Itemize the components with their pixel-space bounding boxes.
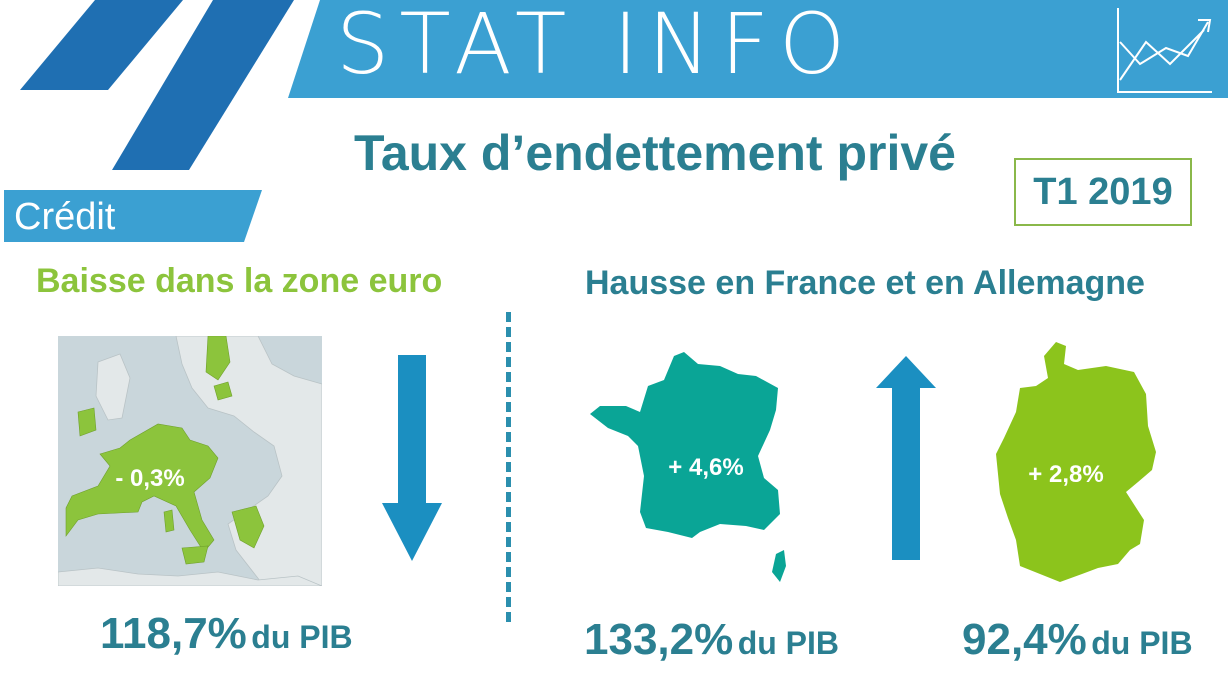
left-heading: Baisse dans la zone euro [36,262,443,300]
germany-value: 92,4% [962,615,1087,664]
line-chart-up-icon [1117,8,1212,93]
germany-change: + 2,8% [1028,461,1103,488]
france-debt-ratio: 133,2% du PIB [584,618,839,662]
right-heading: Hausse en France et en Allemagne [585,264,1145,302]
euro-area-map: - 0,3% [58,336,322,586]
non-euro-land [58,336,322,586]
stripe-right [112,0,294,170]
euro-area-value: 118,7% [100,609,247,658]
arrow-up-icon [876,356,936,560]
brand-bar [288,0,1228,98]
france-map: + 4,6% [590,352,786,582]
euro-area-debt-ratio: 118,7% du PIB [100,612,353,656]
header-banner [4,0,1228,242]
arrow-down-icon [382,355,442,561]
panel-divider [506,312,511,622]
germany-map: + 2,8% [996,342,1156,582]
euro-area-land [65,336,265,565]
period-badge: T1 2019 [1014,158,1192,226]
brand-logo: STAT INFO [336,0,856,93]
euro-area-unit: du PIB [251,619,353,655]
germany-unit: du PIB [1091,625,1193,661]
stripe-left [20,0,183,90]
france-unit: du PIB [737,625,840,661]
france-value: 133,2% [584,615,734,664]
page-title: Taux d’endettement privé [354,125,956,181]
section-tab-label: Crédit [14,196,116,238]
section-tab-bg [4,190,262,242]
period-label: T1 2019 [1033,170,1173,213]
euro-area-change: - 0,3% [115,465,184,492]
france-change: + 4,6% [668,454,743,481]
germany-debt-ratio: 92,4% du PIB [962,618,1193,662]
